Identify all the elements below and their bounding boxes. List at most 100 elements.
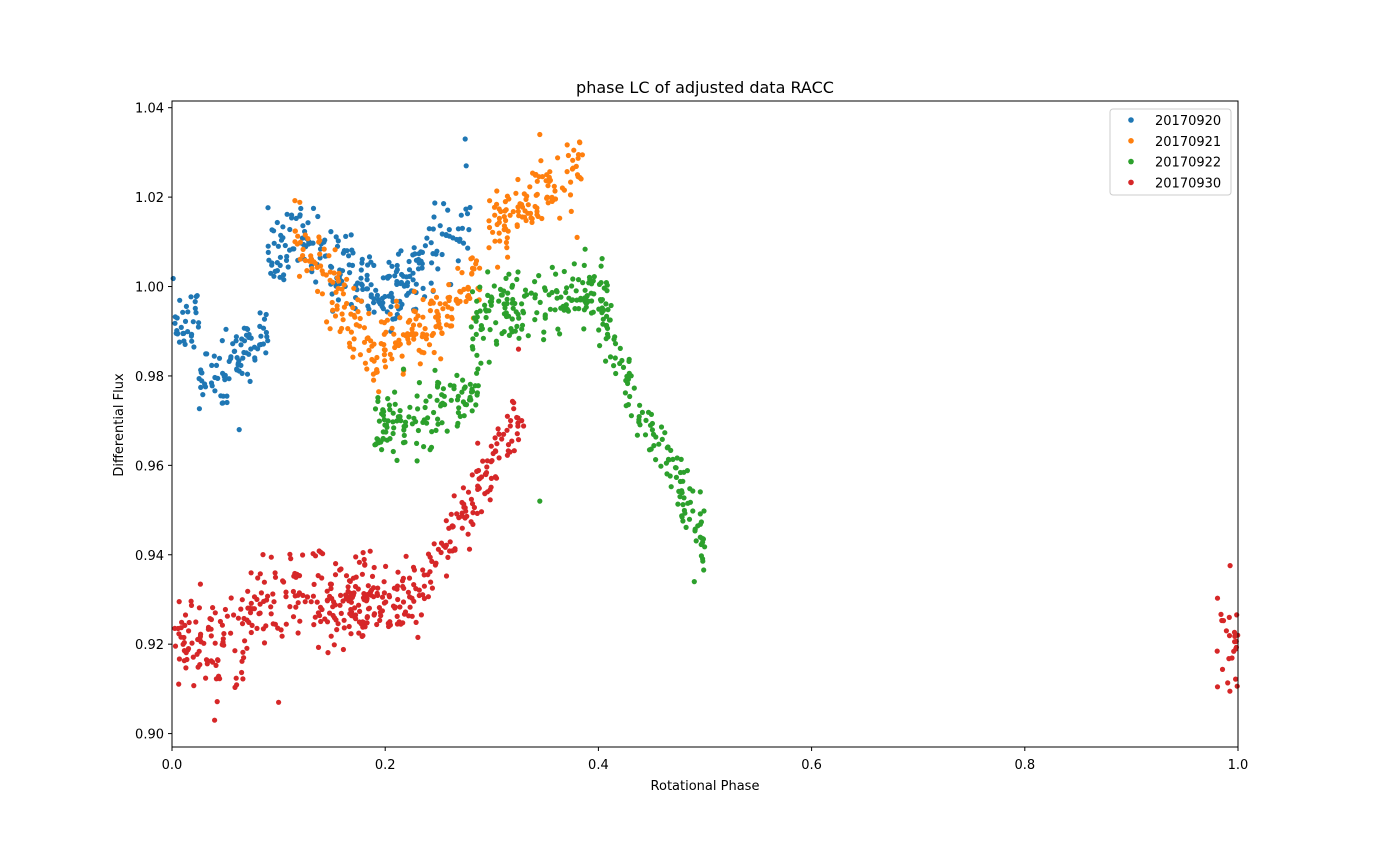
data-point: [209, 383, 215, 389]
data-point: [410, 252, 416, 258]
data-point: [697, 511, 703, 517]
data-point: [642, 432, 649, 438]
data-point: [429, 558, 435, 565]
y-tick-label: 0.92: [135, 638, 164, 653]
data-point: [415, 634, 421, 641]
data-point: [385, 418, 391, 424]
data-point: [625, 380, 631, 387]
data-point: [514, 431, 520, 437]
y-tick-label: 1.00: [135, 281, 164, 296]
data-point: [257, 610, 263, 616]
data-point: [283, 594, 289, 600]
data-point: [188, 598, 194, 604]
data-point: [420, 296, 426, 303]
data-point: [636, 417, 642, 423]
data-point: [505, 254, 511, 260]
data-point: [280, 235, 286, 241]
data-point: [181, 648, 187, 654]
data-point: [350, 305, 356, 311]
data-point: [460, 377, 466, 383]
data-point: [430, 330, 436, 337]
data-point: [392, 344, 398, 351]
data-point: [564, 142, 570, 148]
data-point: [603, 301, 609, 307]
data-point: [333, 234, 339, 240]
data-point: [336, 270, 342, 276]
data-point: [470, 509, 476, 516]
data-point: [514, 276, 520, 282]
data-point: [302, 232, 308, 238]
data-point: [185, 646, 192, 652]
data-point: [475, 366, 481, 372]
data-point: [334, 627, 340, 633]
data-point: [532, 292, 539, 298]
data-point: [495, 264, 501, 270]
y-tick-label: 0.98: [135, 370, 164, 385]
data-point: [520, 308, 526, 314]
data-point: [510, 296, 516, 303]
data-point: [390, 430, 396, 437]
data-point: [394, 418, 400, 424]
data-point: [432, 367, 438, 373]
data-point: [269, 227, 275, 233]
data-point: [394, 613, 400, 620]
data-point: [327, 326, 333, 332]
data-point: [431, 541, 437, 547]
series-20170920: [170, 136, 473, 433]
data-point: [486, 359, 492, 365]
data-point: [466, 546, 473, 552]
data-point: [416, 587, 422, 593]
data-point: [329, 299, 335, 306]
data-point: [287, 551, 293, 557]
data-point: [295, 630, 301, 636]
data-point: [466, 397, 473, 403]
data-point: [459, 389, 465, 395]
data-point: [637, 422, 643, 428]
data-point: [558, 294, 564, 300]
data-point: [440, 386, 446, 392]
data-point: [437, 223, 443, 229]
data-point: [1226, 633, 1233, 639]
data-point: [646, 447, 653, 453]
data-point: [365, 583, 371, 589]
data-point: [356, 559, 362, 565]
data-point: [356, 602, 362, 608]
data-point: [338, 592, 344, 599]
data-point: [277, 262, 283, 268]
data-point: [503, 310, 509, 316]
data-point: [292, 198, 298, 204]
data-point: [693, 538, 699, 544]
data-point: [351, 346, 357, 352]
x-tick-label: 0.4: [588, 758, 609, 773]
data-point: [268, 554, 274, 560]
data-point: [414, 440, 420, 446]
data-point: [436, 321, 442, 327]
data-point: [292, 239, 298, 245]
series-20170922: [372, 246, 708, 585]
data-point: [230, 341, 236, 347]
data-point: [549, 289, 555, 296]
data-point: [210, 605, 216, 611]
data-point: [364, 620, 370, 626]
data-point: [429, 585, 435, 591]
data-point: [505, 448, 511, 454]
data-point: [367, 548, 373, 554]
data-point: [505, 442, 512, 448]
data-point: [483, 308, 489, 314]
data-point: [320, 271, 326, 277]
data-point: [311, 581, 317, 588]
data-point: [444, 428, 450, 434]
data-point: [245, 588, 251, 594]
data-point: [254, 625, 260, 632]
data-point: [492, 435, 498, 441]
data-point: [551, 183, 557, 189]
data-point: [582, 287, 588, 293]
data-point: [295, 233, 301, 239]
data-point: [394, 583, 401, 589]
data-point: [510, 305, 516, 311]
data-point: [375, 585, 381, 591]
data-point: [351, 336, 357, 342]
data-point: [423, 398, 429, 404]
data-point: [386, 592, 392, 599]
data-point: [394, 457, 400, 463]
